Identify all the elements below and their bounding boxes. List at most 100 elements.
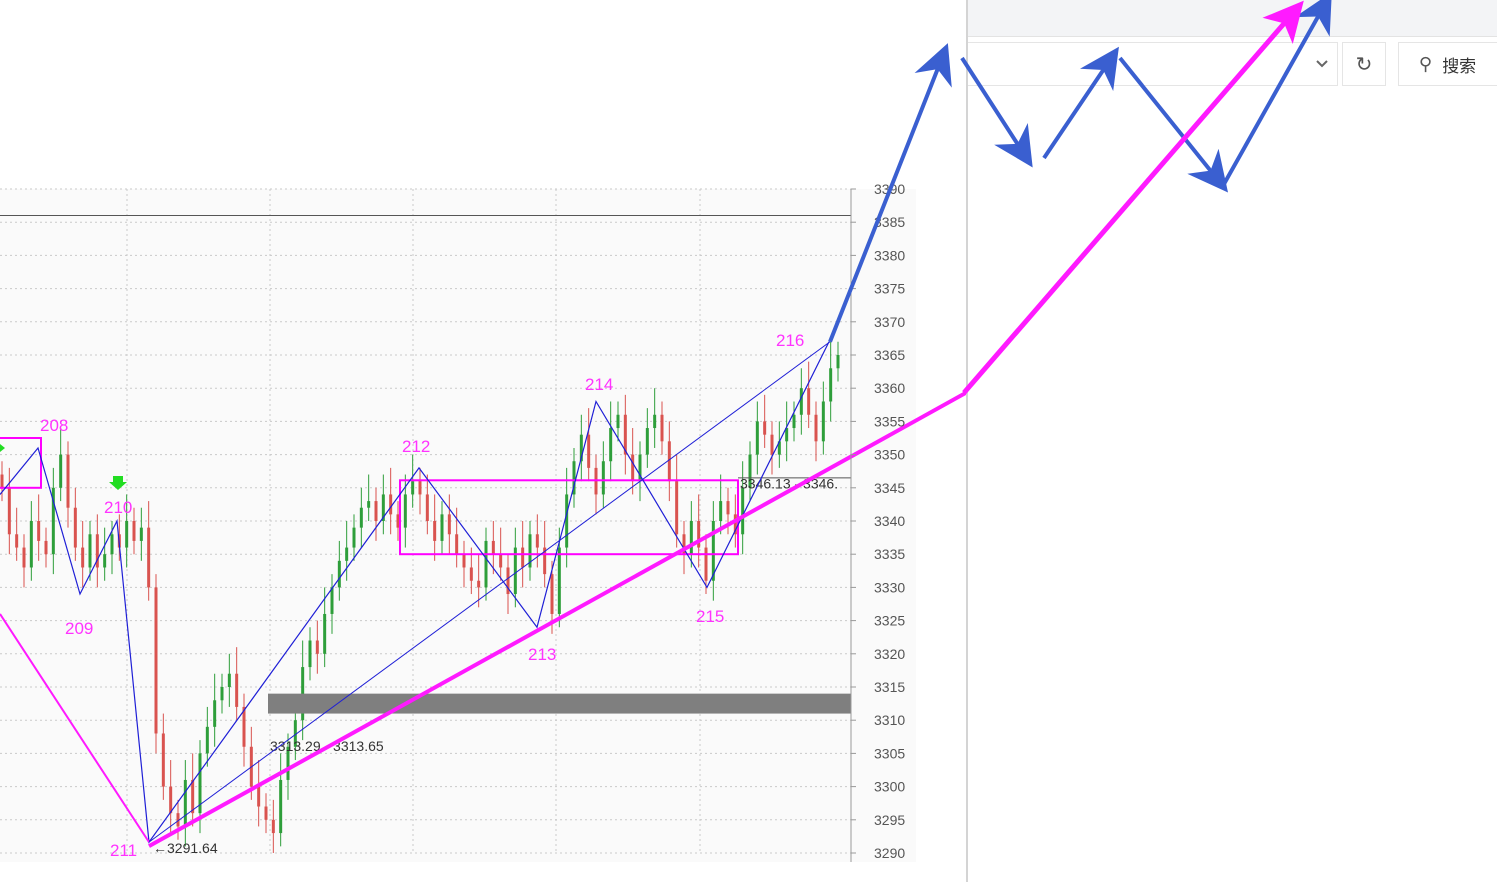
candle-body <box>147 527 151 588</box>
candle-body <box>381 494 385 521</box>
candle-body <box>601 461 605 495</box>
candle-body <box>807 388 811 415</box>
y-tick-label: 3365 <box>874 347 905 363</box>
candle-body <box>506 567 510 595</box>
pivot-label: 216 <box>776 331 804 350</box>
candle-body <box>836 355 840 369</box>
candle-body <box>418 481 422 495</box>
candle-body <box>513 547 517 595</box>
candle-body <box>73 507 77 548</box>
zigzag <box>0 341 830 844</box>
pivot-label: 213 <box>528 645 556 664</box>
candle-body <box>161 733 165 787</box>
candle-body <box>528 534 532 568</box>
candle-body <box>205 726 209 754</box>
candle-body <box>733 514 737 535</box>
candle-body <box>543 547 547 575</box>
candle-body <box>609 428 613 462</box>
candle-body <box>660 414 664 442</box>
address-bar[interactable] <box>968 42 1338 86</box>
candle-body <box>645 428 649 455</box>
candle-body <box>675 481 679 535</box>
candle-body <box>7 487 11 535</box>
candle-body <box>220 687 224 701</box>
pivot-label: 212 <box>402 437 430 456</box>
candle-body <box>359 507 363 528</box>
candle-body <box>183 779 187 827</box>
candle-body <box>799 388 803 415</box>
search-icon: ⚲ <box>1419 53 1433 74</box>
candle-body <box>22 547 26 568</box>
candle-body <box>682 534 686 555</box>
trend-lines <box>0 341 966 848</box>
y-tick-label: 3320 <box>874 646 905 662</box>
left-box <box>0 437 42 489</box>
candle-body <box>345 547 349 561</box>
candle-body <box>403 494 407 528</box>
candle-body <box>697 521 701 548</box>
pivot-labels: 208 209 210 211 212 213 214 215 216 ←3291.64 <box>0 331 804 860</box>
candle-body <box>711 521 715 581</box>
browser-pane: ↻ ⚲ 搜索 <box>966 0 1497 882</box>
y-tick-label: 3355 <box>874 413 905 429</box>
signal-marker <box>0 444 5 452</box>
y-tick-label: 3345 <box>874 480 905 496</box>
candle-body <box>755 421 759 455</box>
y-tick-label: 3390 <box>874 181 905 197</box>
candle-body <box>308 640 312 668</box>
grid <box>0 188 851 854</box>
pivot-label: 214 <box>585 375 613 394</box>
candle-body <box>235 673 239 707</box>
candle-body <box>631 454 635 482</box>
candle-body <box>653 414 657 429</box>
candle-body <box>484 540 488 588</box>
candle-body <box>271 819 275 834</box>
pivot-label: 210 <box>104 498 132 517</box>
candle-body <box>763 421 767 435</box>
candle-body <box>286 746 290 780</box>
candle-body <box>623 414 627 455</box>
pivot-label: 208 <box>40 416 68 435</box>
candle-body <box>433 521 437 541</box>
candle-body <box>0 474 4 488</box>
candle-body <box>169 786 173 814</box>
y-tick-label: 3385 <box>874 214 905 230</box>
candle-body <box>132 521 136 541</box>
candle-body <box>572 461 576 495</box>
search-box[interactable]: ⚲ 搜索 <box>1398 42 1497 86</box>
candle-body <box>59 454 63 488</box>
candle-body <box>616 414 620 429</box>
candle-body <box>455 534 459 555</box>
pivot-label: 211 <box>110 841 137 860</box>
search-placeholder: 搜索 <box>1442 56 1477 77</box>
y-tick-label: 3325 <box>874 613 905 629</box>
refresh-icon: ↻ <box>1355 53 1373 76</box>
candle-body <box>51 487 55 555</box>
candle-body <box>29 521 33 568</box>
candle-body <box>213 700 217 727</box>
candle-body <box>425 494 429 521</box>
candle-body <box>565 494 569 548</box>
refresh-button[interactable]: ↻ <box>1342 42 1386 86</box>
candle-body <box>499 554 503 568</box>
candle-body <box>462 554 466 568</box>
candle-body <box>15 534 19 548</box>
candle-body <box>535 534 539 548</box>
plot-background <box>0 189 916 862</box>
candle-body <box>88 534 92 568</box>
y-tick-label: 3360 <box>874 380 905 396</box>
y-tick-label: 3380 <box>874 247 905 263</box>
chart-panel: 3346.13 - 3346.3313.29 - 3313.65 2082092… <box>0 181 966 862</box>
candle-body <box>198 753 202 814</box>
candle-body <box>367 501 371 508</box>
pivot-label: 215 <box>696 607 724 626</box>
candle-body <box>587 434 591 468</box>
dropdown-button[interactable] <box>1302 42 1342 86</box>
candle-body <box>579 434 583 462</box>
y-tick-label: 3310 <box>874 712 905 728</box>
y-tick-label: 3350 <box>874 447 905 463</box>
y-tick-label: 3330 <box>874 579 905 595</box>
candle-body <box>469 567 473 581</box>
candle-body <box>770 434 774 455</box>
y-tick-label: 3290 <box>874 845 905 861</box>
